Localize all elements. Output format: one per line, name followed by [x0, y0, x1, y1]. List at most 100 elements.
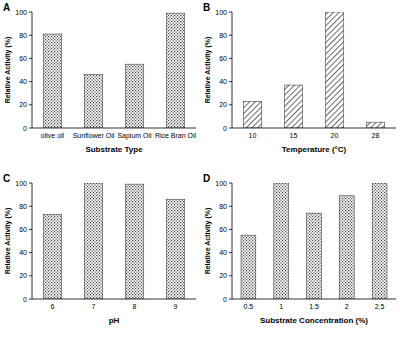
bars [43, 13, 184, 128]
y-tick [29, 128, 32, 129]
bar [366, 122, 384, 128]
panel: B02040608010010152028Temperature (°C)Rel… [203, 2, 396, 154]
y-tick [29, 229, 32, 230]
x-axis-label: Substrate Concentration (%) [260, 316, 368, 325]
y-tick-label: 0 [23, 125, 27, 132]
x-axis-label: Temperature (°C) [282, 145, 347, 154]
y-tick [229, 183, 232, 184]
bar [43, 34, 61, 128]
y-tick [229, 252, 232, 253]
y-tick [29, 183, 32, 184]
y-tick-label: 60 [19, 226, 27, 233]
panel-label: D [203, 173, 210, 184]
y-axis-label: Relative Activity (%) [204, 208, 212, 275]
y-axis-label: Relative Activity (%) [204, 37, 212, 104]
y-tick [229, 299, 232, 300]
y-tick [229, 12, 232, 13]
y-tick [29, 58, 32, 59]
y-tick [29, 35, 32, 36]
y-tick [29, 252, 32, 253]
x-tick-label: 20 [331, 132, 339, 139]
y-tick-label: 100 [15, 180, 27, 187]
y-tick-label: 40 [19, 249, 27, 256]
x-axis-label: Substrate Type [85, 145, 143, 154]
x-tick-label: 2.5 [375, 303, 385, 310]
y-tick-label: 60 [19, 55, 27, 62]
bar [243, 101, 261, 128]
x-axis [32, 128, 196, 129]
bars [43, 183, 184, 299]
y-tick-label: 20 [19, 272, 27, 279]
bar [372, 183, 387, 299]
y-tick [229, 229, 232, 230]
y-tick [29, 206, 32, 207]
bar [166, 13, 184, 128]
panel-label: A [3, 2, 10, 13]
bar [125, 64, 143, 128]
y-tick-label: 100 [215, 9, 227, 16]
y-tick-label: 40 [219, 78, 227, 85]
y-tick-label: 60 [219, 55, 227, 62]
y-tick-label: 100 [215, 180, 227, 187]
y-tick [229, 104, 232, 105]
x-tick-label: Rice Bran Oil [155, 132, 197, 139]
panel: D0204060801000.511.522.5Substrate Concen… [203, 173, 396, 325]
x-tick-label: olive oil [41, 132, 65, 139]
bars [243, 12, 384, 128]
y-tick-label: 60 [219, 226, 227, 233]
x-tick-label: 6 [51, 303, 55, 310]
y-tick [29, 275, 32, 276]
x-tick-label: 9 [174, 303, 178, 310]
x-tick-label: 2 [345, 303, 349, 310]
x-tick-label: 15 [290, 132, 298, 139]
y-tick-label: 80 [219, 32, 227, 39]
panel-label: B [203, 2, 210, 13]
y-tick-label: 40 [19, 78, 27, 85]
y-tick-label: 80 [19, 203, 27, 210]
y-tick [29, 299, 32, 300]
panel-label: C [3, 173, 10, 184]
y-axis-label: Relative Activity (%) [4, 208, 12, 275]
y-tick [229, 128, 232, 129]
x-axis [232, 299, 396, 300]
x-tick-label: 0.5 [244, 303, 254, 310]
y-tick-label: 80 [219, 203, 227, 210]
y-tick-label: 80 [19, 32, 27, 39]
y-tick-label: 40 [219, 249, 227, 256]
y-tick-label: 20 [19, 101, 27, 108]
y-tick-label: 20 [219, 101, 227, 108]
y-tick [29, 12, 32, 13]
bars [241, 183, 387, 299]
x-tick-label: 8 [133, 303, 137, 310]
y-tick-label: 0 [223, 125, 227, 132]
x-tick-label: 1 [279, 303, 283, 310]
y-tick [29, 81, 32, 82]
y-axis [32, 12, 33, 128]
bar [307, 213, 322, 299]
y-tick-label: 0 [23, 296, 27, 303]
panel: A 0 20 40 60 80 100 olive oil Sunflower OilSapiu… [3, 2, 197, 154]
figure: A020406080100olive oilSunflower OilSapiu… [0, 0, 400, 342]
y-axis-label: Relative Activity (%) [4, 37, 12, 104]
bar [166, 199, 184, 299]
y-tick [229, 206, 232, 207]
y-tick [229, 81, 232, 82]
y-axis [232, 183, 233, 299]
y-tick-label: 100 [15, 9, 27, 16]
bar [241, 235, 256, 299]
x-axis-label: pH [109, 316, 120, 325]
y-tick [229, 275, 232, 276]
x-tick-label: Sunflower Oil [73, 132, 115, 139]
bar [274, 183, 289, 299]
y-tick [229, 35, 232, 36]
panel: C 0 20 40 60 80 100 6 7 8 9 pH Relative Activity (%) [3, 173, 196, 325]
y-tick-label: 20 [219, 272, 227, 279]
bar [284, 85, 302, 128]
bar [339, 196, 354, 299]
y-tick [29, 104, 32, 105]
x-tick-label: 7 [92, 303, 96, 310]
x-axis [232, 128, 396, 129]
y-axis [32, 183, 33, 299]
bar [43, 214, 61, 299]
x-tick-label: Sapium Oil [117, 132, 152, 140]
